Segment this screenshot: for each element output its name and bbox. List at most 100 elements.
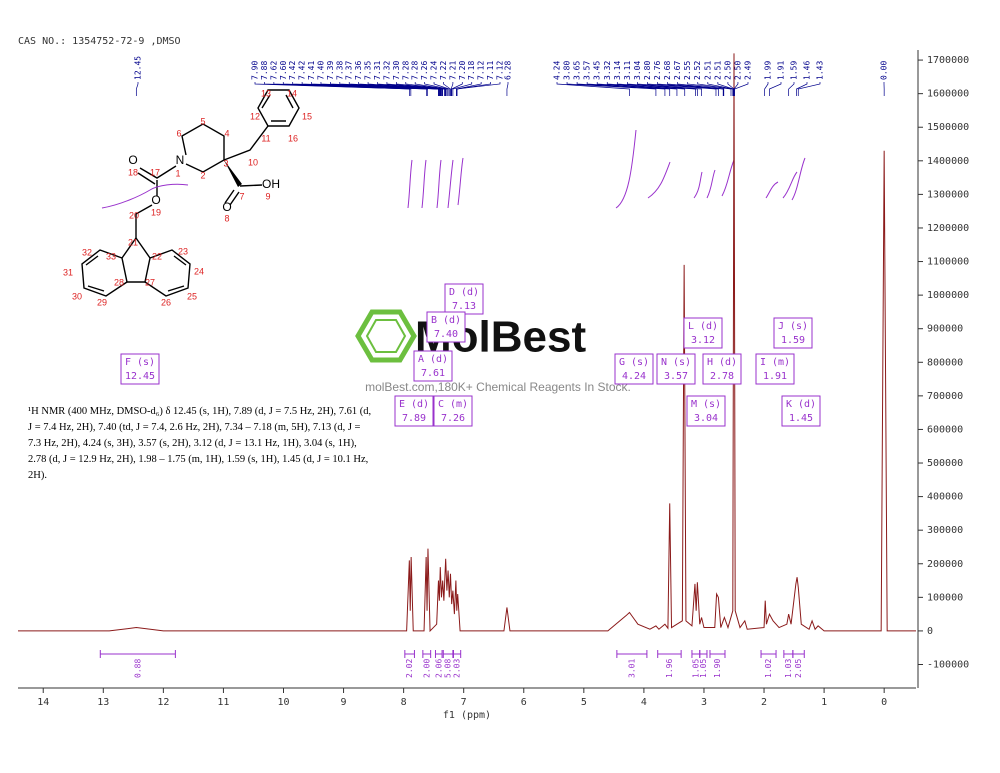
peak-label-leader [788, 82, 795, 96]
multiplet-shift: 7.61 [421, 368, 445, 379]
atom-number: 3 [223, 158, 228, 168]
multiplet-label: M (s) [691, 399, 721, 410]
x-tick-label: 0 [881, 697, 887, 708]
peak-label: 1.43 [816, 61, 825, 80]
integral-label: 1.02 [764, 659, 773, 678]
y-tick-label: 1500000 [927, 122, 969, 133]
multiplet-label: B (d) [431, 315, 461, 326]
peak-label-leader [769, 82, 782, 96]
x-tick-label: 8 [401, 697, 407, 708]
peak-label: 7.11 [486, 61, 495, 80]
atom-number: 10 [248, 157, 258, 167]
peak-label: 7.36 [354, 61, 363, 80]
atom-number: 1 [175, 168, 180, 178]
atom-number: 12 [250, 111, 260, 121]
peak-label-leader [616, 82, 696, 96]
header: CAS NO.: 1354752-72-9 ,DMSO [18, 36, 181, 47]
y-tick-label: 1100000 [927, 257, 969, 268]
integral-label: 1.96 [665, 659, 674, 678]
peak-label: 2.49 [744, 61, 753, 80]
integral-label: 1.03 [784, 659, 793, 678]
peak-label-leader [433, 82, 450, 96]
x-tick-label: 2 [761, 697, 767, 708]
atom-number: 18 [128, 167, 138, 177]
multiplet-shift: 7.89 [402, 413, 426, 424]
integral-range [434, 650, 443, 658]
peak-label: 12.45 [134, 56, 143, 80]
x-tick-label: 6 [521, 697, 527, 708]
y-tick-label: 600000 [927, 424, 963, 435]
peak-label: 7.90 [251, 61, 260, 80]
peak-label: 4.24 [553, 61, 562, 80]
multiplet-shift: 7.40 [434, 329, 458, 340]
peak-label-leader [733, 82, 739, 96]
peak-label: 7.37 [345, 61, 354, 80]
integral-range [691, 650, 701, 658]
y-tick-label: 900000 [927, 324, 963, 335]
integral-label: 0.88 [133, 659, 142, 678]
y-tick-label: 200000 [927, 559, 963, 570]
multiplet-shift: 12.45 [125, 371, 155, 382]
multiplet-label: G (s) [619, 357, 649, 368]
atom-number: 31 [63, 267, 73, 277]
y-tick-label: 1600000 [927, 89, 969, 100]
peak-label-leader [687, 82, 732, 96]
x-tick-label: 5 [581, 697, 587, 708]
multiplet-box [426, 311, 466, 343]
peak-label: 2.50 [723, 61, 732, 80]
atom-number: 11 [261, 133, 270, 143]
peak-label: 3.57 [583, 61, 592, 80]
spectrum-line [18, 53, 916, 633]
x-tick-label: 10 [277, 697, 289, 708]
multiplet-shift: 3.57 [664, 371, 688, 382]
integral-curve [101, 183, 189, 209]
peak-label: 2.52 [693, 61, 702, 80]
y-tick-label: 1700000 [927, 55, 969, 66]
integral-label: 1.05 [691, 659, 700, 678]
atom-number: 4 [224, 128, 229, 138]
peak-label: 7.42 [298, 61, 307, 80]
atom-number: 26 [161, 297, 171, 307]
multiplet-box [686, 395, 726, 427]
peak-label: 7.40 [316, 61, 325, 80]
peak-label: 3.80 [563, 61, 572, 80]
y-tick-label: 1200000 [927, 223, 969, 234]
peak-label-leader [556, 82, 630, 96]
atom-number: 24 [194, 266, 204, 276]
integral-label: 2.03 [453, 659, 462, 678]
peak-label: 3.45 [593, 61, 602, 80]
x-tick-label: 3 [701, 697, 707, 708]
peak-label-leader [637, 82, 702, 96]
peak-label-leader [264, 82, 412, 96]
y-tick-label: 1000000 [927, 290, 969, 301]
peak-label: 7.30 [392, 61, 401, 80]
atom-symbol: O [151, 193, 160, 207]
integral-range [783, 650, 794, 658]
atom-number: 27 [145, 277, 155, 287]
y-tick-label: -100000 [927, 659, 969, 670]
multiplet-box [773, 317, 813, 349]
x-tick-label: 11 [217, 697, 229, 708]
peak-label: 3.11 [623, 61, 632, 80]
atom-number: 20 [129, 210, 139, 220]
multiplet-box [394, 395, 434, 427]
peak-label-leader [647, 82, 717, 96]
peak-label: 2.51 [713, 61, 722, 80]
peak-label-leader [717, 82, 734, 96]
peak-label: 7.22 [439, 61, 448, 80]
watermark-tagline: molBest.com,180K+ Chemical Reagents In S… [365, 380, 631, 394]
peak-label: 7.42 [288, 61, 297, 80]
peak-label: 7.28 [411, 61, 420, 80]
multiplet-label: I (m) [760, 357, 790, 368]
integral-label: 1.05 [699, 659, 708, 678]
atom-number: 6 [176, 128, 181, 138]
atom-symbol: N [176, 153, 185, 167]
atom-number: 9 [265, 191, 270, 201]
atom-number: 13 [261, 88, 271, 98]
peak-label: 2.68 [663, 61, 672, 80]
peak-label-leader [452, 82, 473, 96]
peak-label: 7.26 [420, 61, 429, 80]
integral-label: 2.05 [794, 659, 803, 678]
